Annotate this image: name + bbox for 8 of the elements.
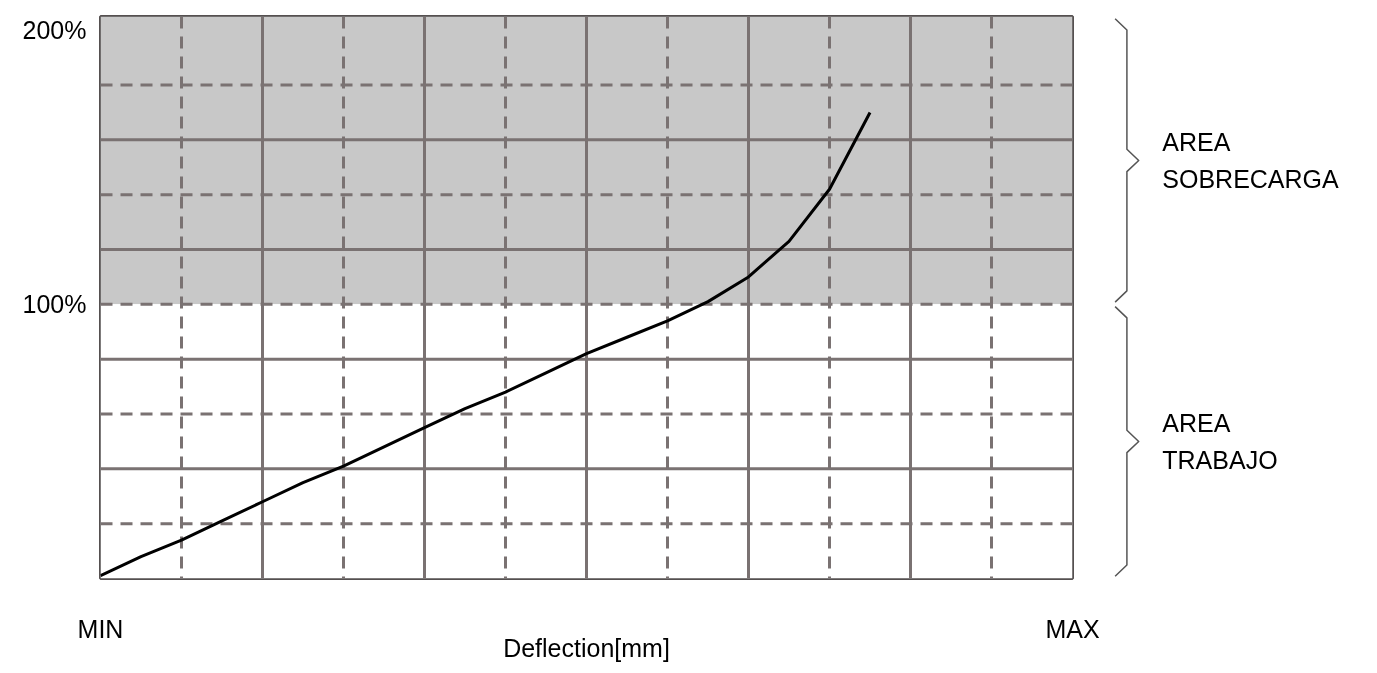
x-tick-label: MIN: [77, 614, 124, 643]
text: AREA TRABAJO: [1162, 409, 1278, 474]
text: AREA SOBRECARGA: [1162, 128, 1340, 193]
line-series: [100, 110, 872, 578]
x-tick-label: MAX: [1045, 614, 1100, 643]
y-tick-label: 200%: [22, 16, 87, 45]
x-axis-title: Deflection[mm]: [503, 633, 670, 662]
y-tick-label: 100%: [22, 290, 87, 319]
